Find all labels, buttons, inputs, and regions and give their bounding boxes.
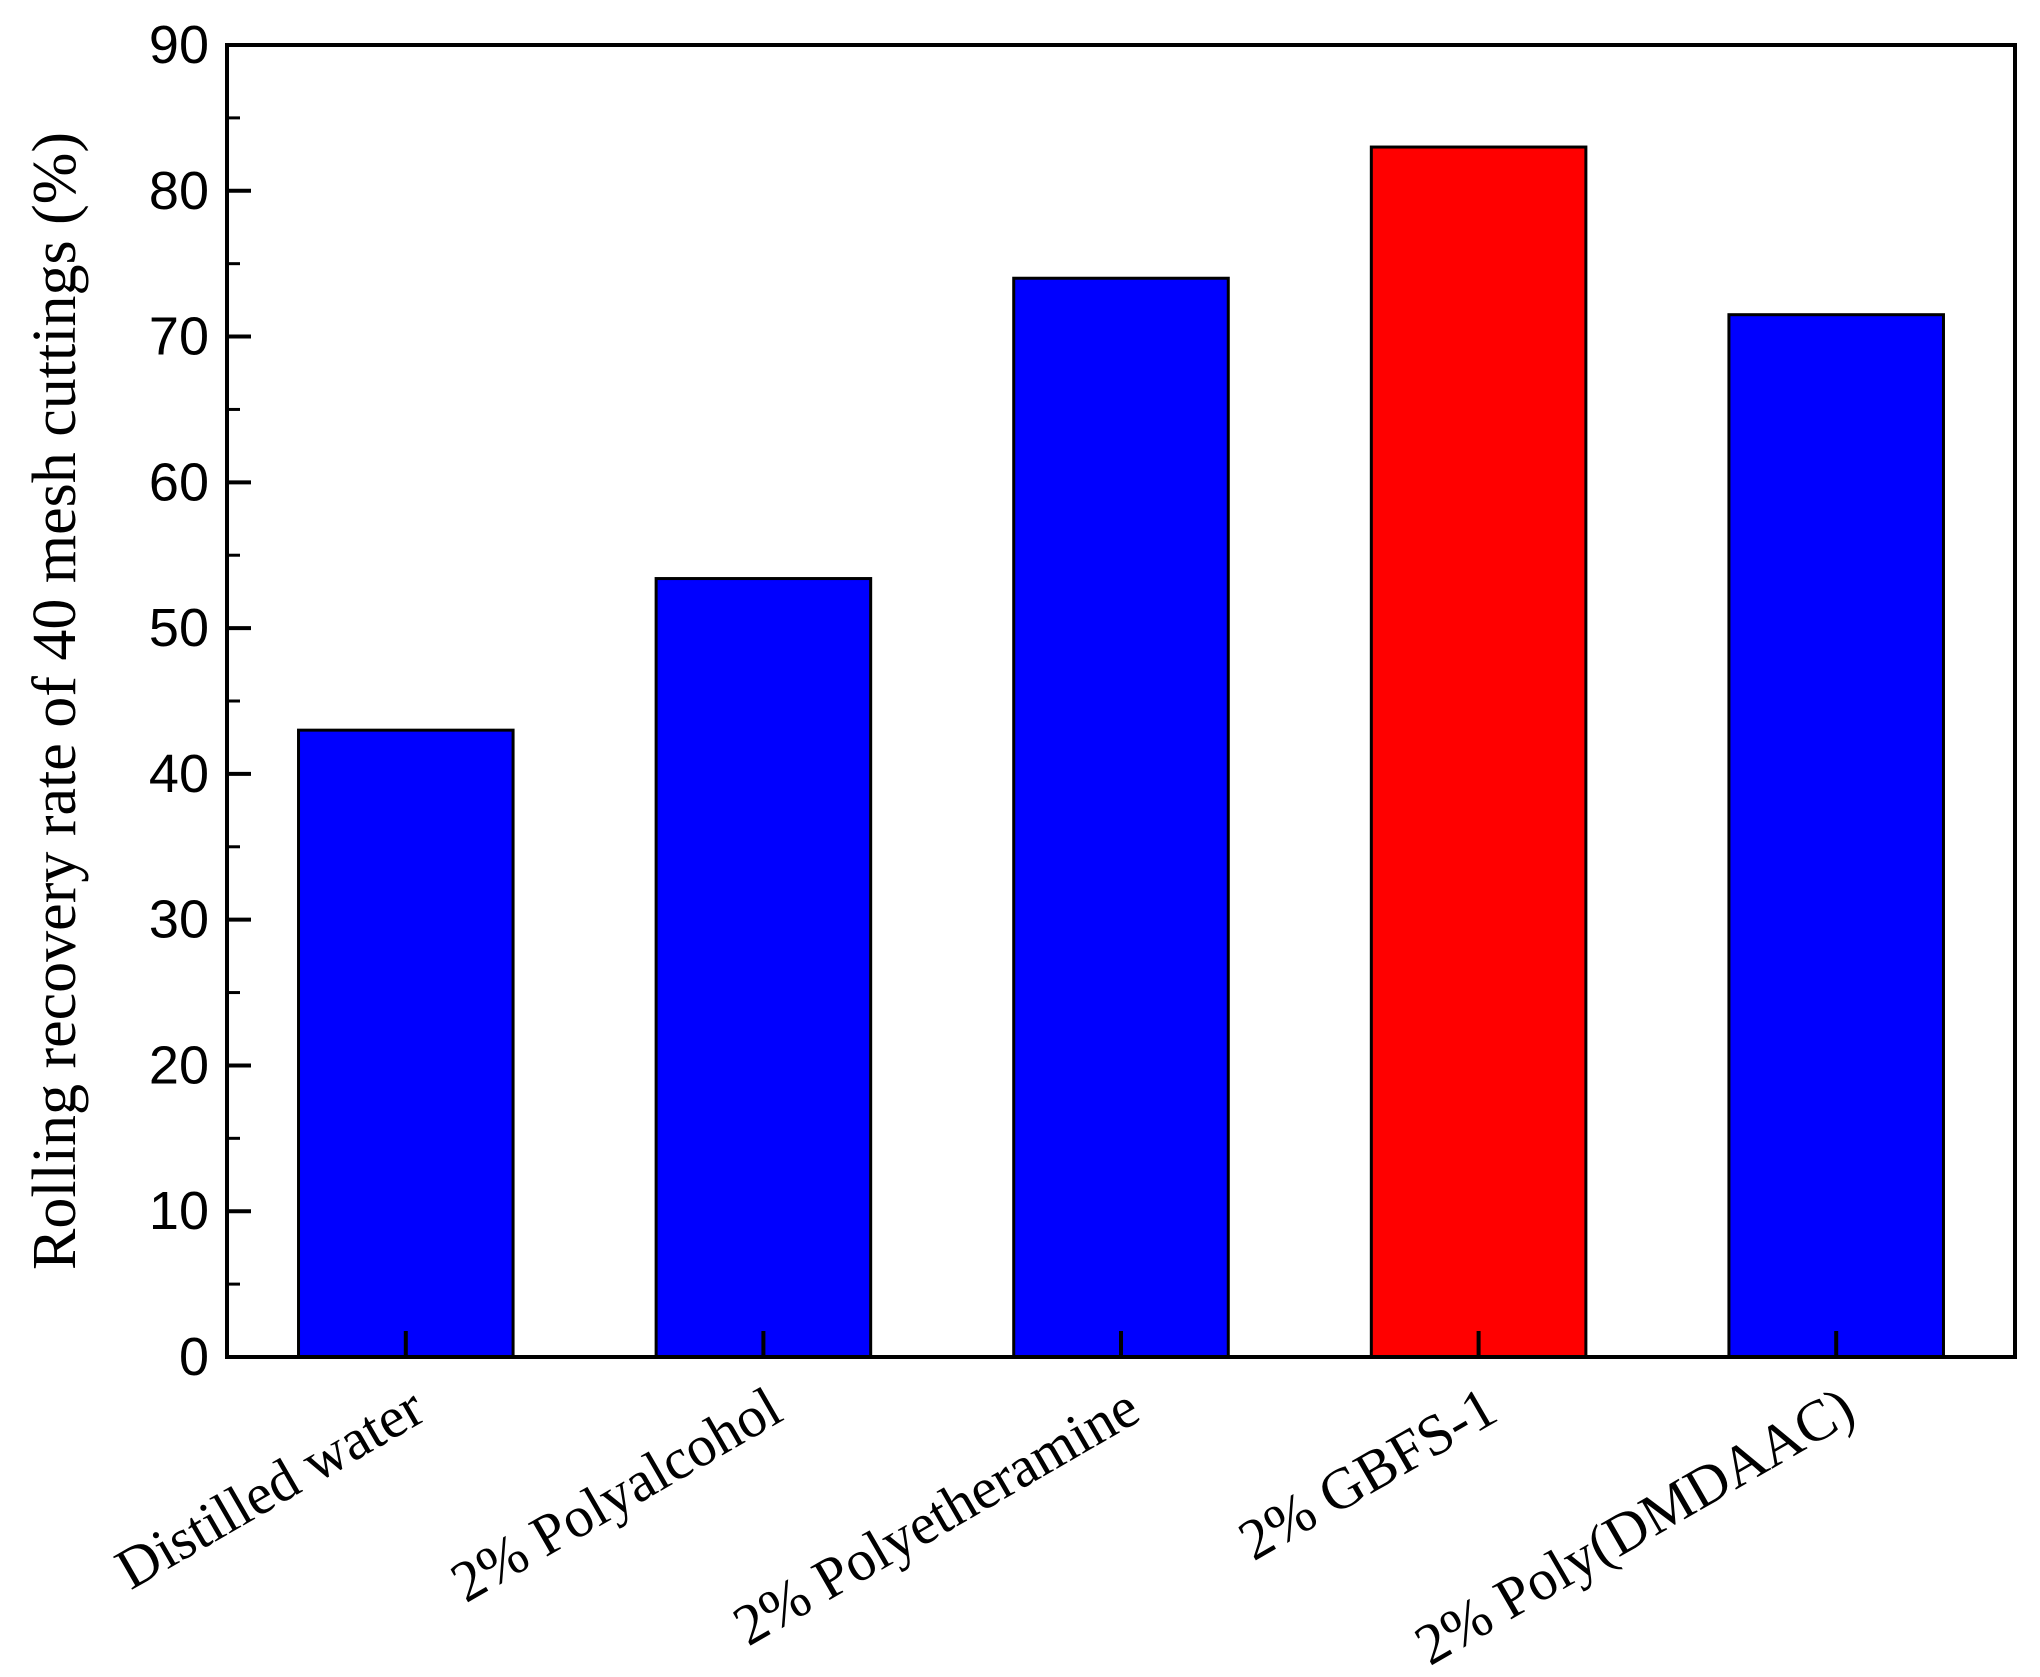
bar-2	[1012, 276, 1230, 1359]
y-tick-label-50: 50	[149, 598, 209, 658]
y-tick-label-30: 30	[149, 890, 209, 950]
y-tick-label-90: 90	[149, 15, 209, 75]
x-tick-label-2: 2% Polyetheramine	[722, 1374, 1149, 1658]
bar-3	[1369, 145, 1588, 1359]
bar-0	[297, 728, 515, 1359]
x-tick-label-1: 2% Polyalcohol	[440, 1374, 792, 1615]
y-tick-label-80: 80	[149, 161, 209, 221]
y-tick-label-40: 40	[149, 744, 209, 804]
y-tick-label-20: 20	[149, 1035, 209, 1095]
bars-layer	[297, 145, 1945, 1359]
bar-4	[1727, 313, 1945, 1359]
y-tick-label-70: 70	[149, 307, 209, 367]
y-tick-labels: 0 10 20 30 40 50 60 70 80 90	[149, 15, 209, 1387]
x-tick-label-3: 2% GBFS-1	[1228, 1374, 1508, 1573]
y-axis-title: Rolling recovery rate of 40 mesh cutting…	[21, 132, 89, 1270]
y-tick-label-10: 10	[149, 1181, 209, 1241]
y-tick-label-0: 0	[179, 1327, 209, 1387]
plot-frame	[225, 43, 2017, 1359]
bar-1	[654, 577, 873, 1359]
y-tick-label-60: 60	[149, 452, 209, 512]
x-tick-label-0: Distilled water	[105, 1374, 435, 1602]
